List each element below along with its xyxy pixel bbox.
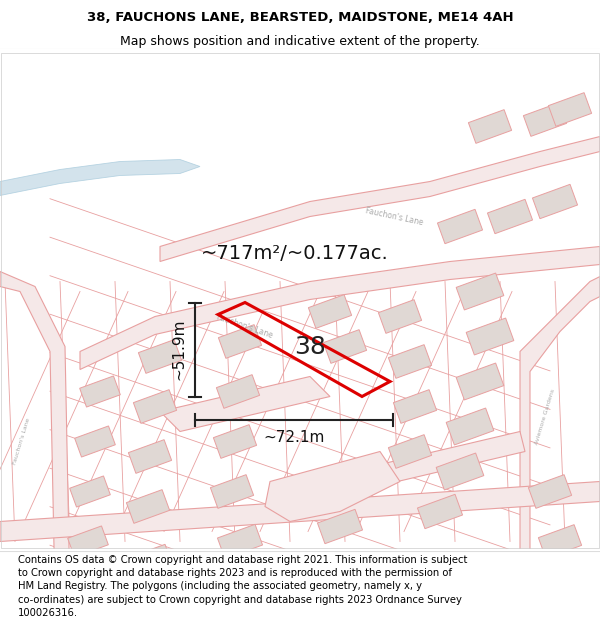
Polygon shape: [211, 474, 254, 508]
Polygon shape: [127, 544, 173, 579]
Polygon shape: [469, 109, 512, 143]
Polygon shape: [160, 376, 330, 431]
Text: Aviemore Gardens: Aviemore Gardens: [534, 388, 556, 445]
Polygon shape: [394, 389, 437, 423]
Polygon shape: [523, 102, 566, 136]
Polygon shape: [308, 294, 352, 328]
Polygon shape: [160, 136, 600, 261]
Polygon shape: [68, 526, 109, 557]
Polygon shape: [379, 299, 422, 333]
Polygon shape: [487, 199, 533, 234]
Polygon shape: [139, 339, 182, 373]
Polygon shape: [456, 273, 504, 310]
Polygon shape: [128, 439, 172, 473]
Polygon shape: [456, 363, 504, 400]
Polygon shape: [532, 184, 578, 219]
Text: Contains OS data © Crown copyright and database right 2021. This information is : Contains OS data © Crown copyright and d…: [18, 555, 467, 618]
Polygon shape: [265, 451, 400, 521]
Polygon shape: [317, 509, 362, 544]
Polygon shape: [466, 318, 514, 355]
Polygon shape: [217, 524, 263, 559]
Polygon shape: [388, 344, 431, 378]
Polygon shape: [538, 524, 581, 558]
Polygon shape: [436, 453, 484, 490]
Text: Fauchon's Lane: Fauchon's Lane: [13, 418, 31, 466]
Polygon shape: [80, 376, 121, 407]
Polygon shape: [74, 426, 115, 457]
Text: ~72.1m: ~72.1m: [263, 431, 325, 446]
Text: ~717m²/~0.177ac.: ~717m²/~0.177ac.: [201, 244, 389, 263]
Polygon shape: [0, 481, 600, 541]
Polygon shape: [437, 209, 482, 244]
Polygon shape: [0, 271, 70, 596]
Text: Fauchon's Lane: Fauchon's Lane: [215, 312, 274, 341]
Polygon shape: [0, 159, 200, 196]
Polygon shape: [80, 246, 600, 369]
Polygon shape: [218, 324, 262, 358]
Text: Fauchon's Lane: Fauchon's Lane: [365, 206, 424, 227]
Text: 38, FAUCHONS LANE, BEARSTED, MAIDSTONE, ME14 4AH: 38, FAUCHONS LANE, BEARSTED, MAIDSTONE, …: [86, 11, 514, 24]
Polygon shape: [133, 389, 176, 423]
Polygon shape: [520, 276, 600, 596]
Text: 38: 38: [294, 334, 326, 359]
Polygon shape: [323, 329, 367, 363]
Polygon shape: [217, 374, 260, 408]
Text: Map shows position and indicative extent of the property.: Map shows position and indicative extent…: [120, 35, 480, 48]
Polygon shape: [350, 431, 525, 491]
Polygon shape: [127, 489, 170, 523]
Polygon shape: [214, 424, 257, 458]
Polygon shape: [446, 408, 494, 445]
Polygon shape: [548, 92, 592, 126]
Text: ~51.9m: ~51.9m: [171, 319, 186, 380]
Polygon shape: [388, 434, 431, 468]
Polygon shape: [529, 474, 572, 508]
Polygon shape: [418, 494, 463, 529]
Polygon shape: [70, 476, 110, 507]
